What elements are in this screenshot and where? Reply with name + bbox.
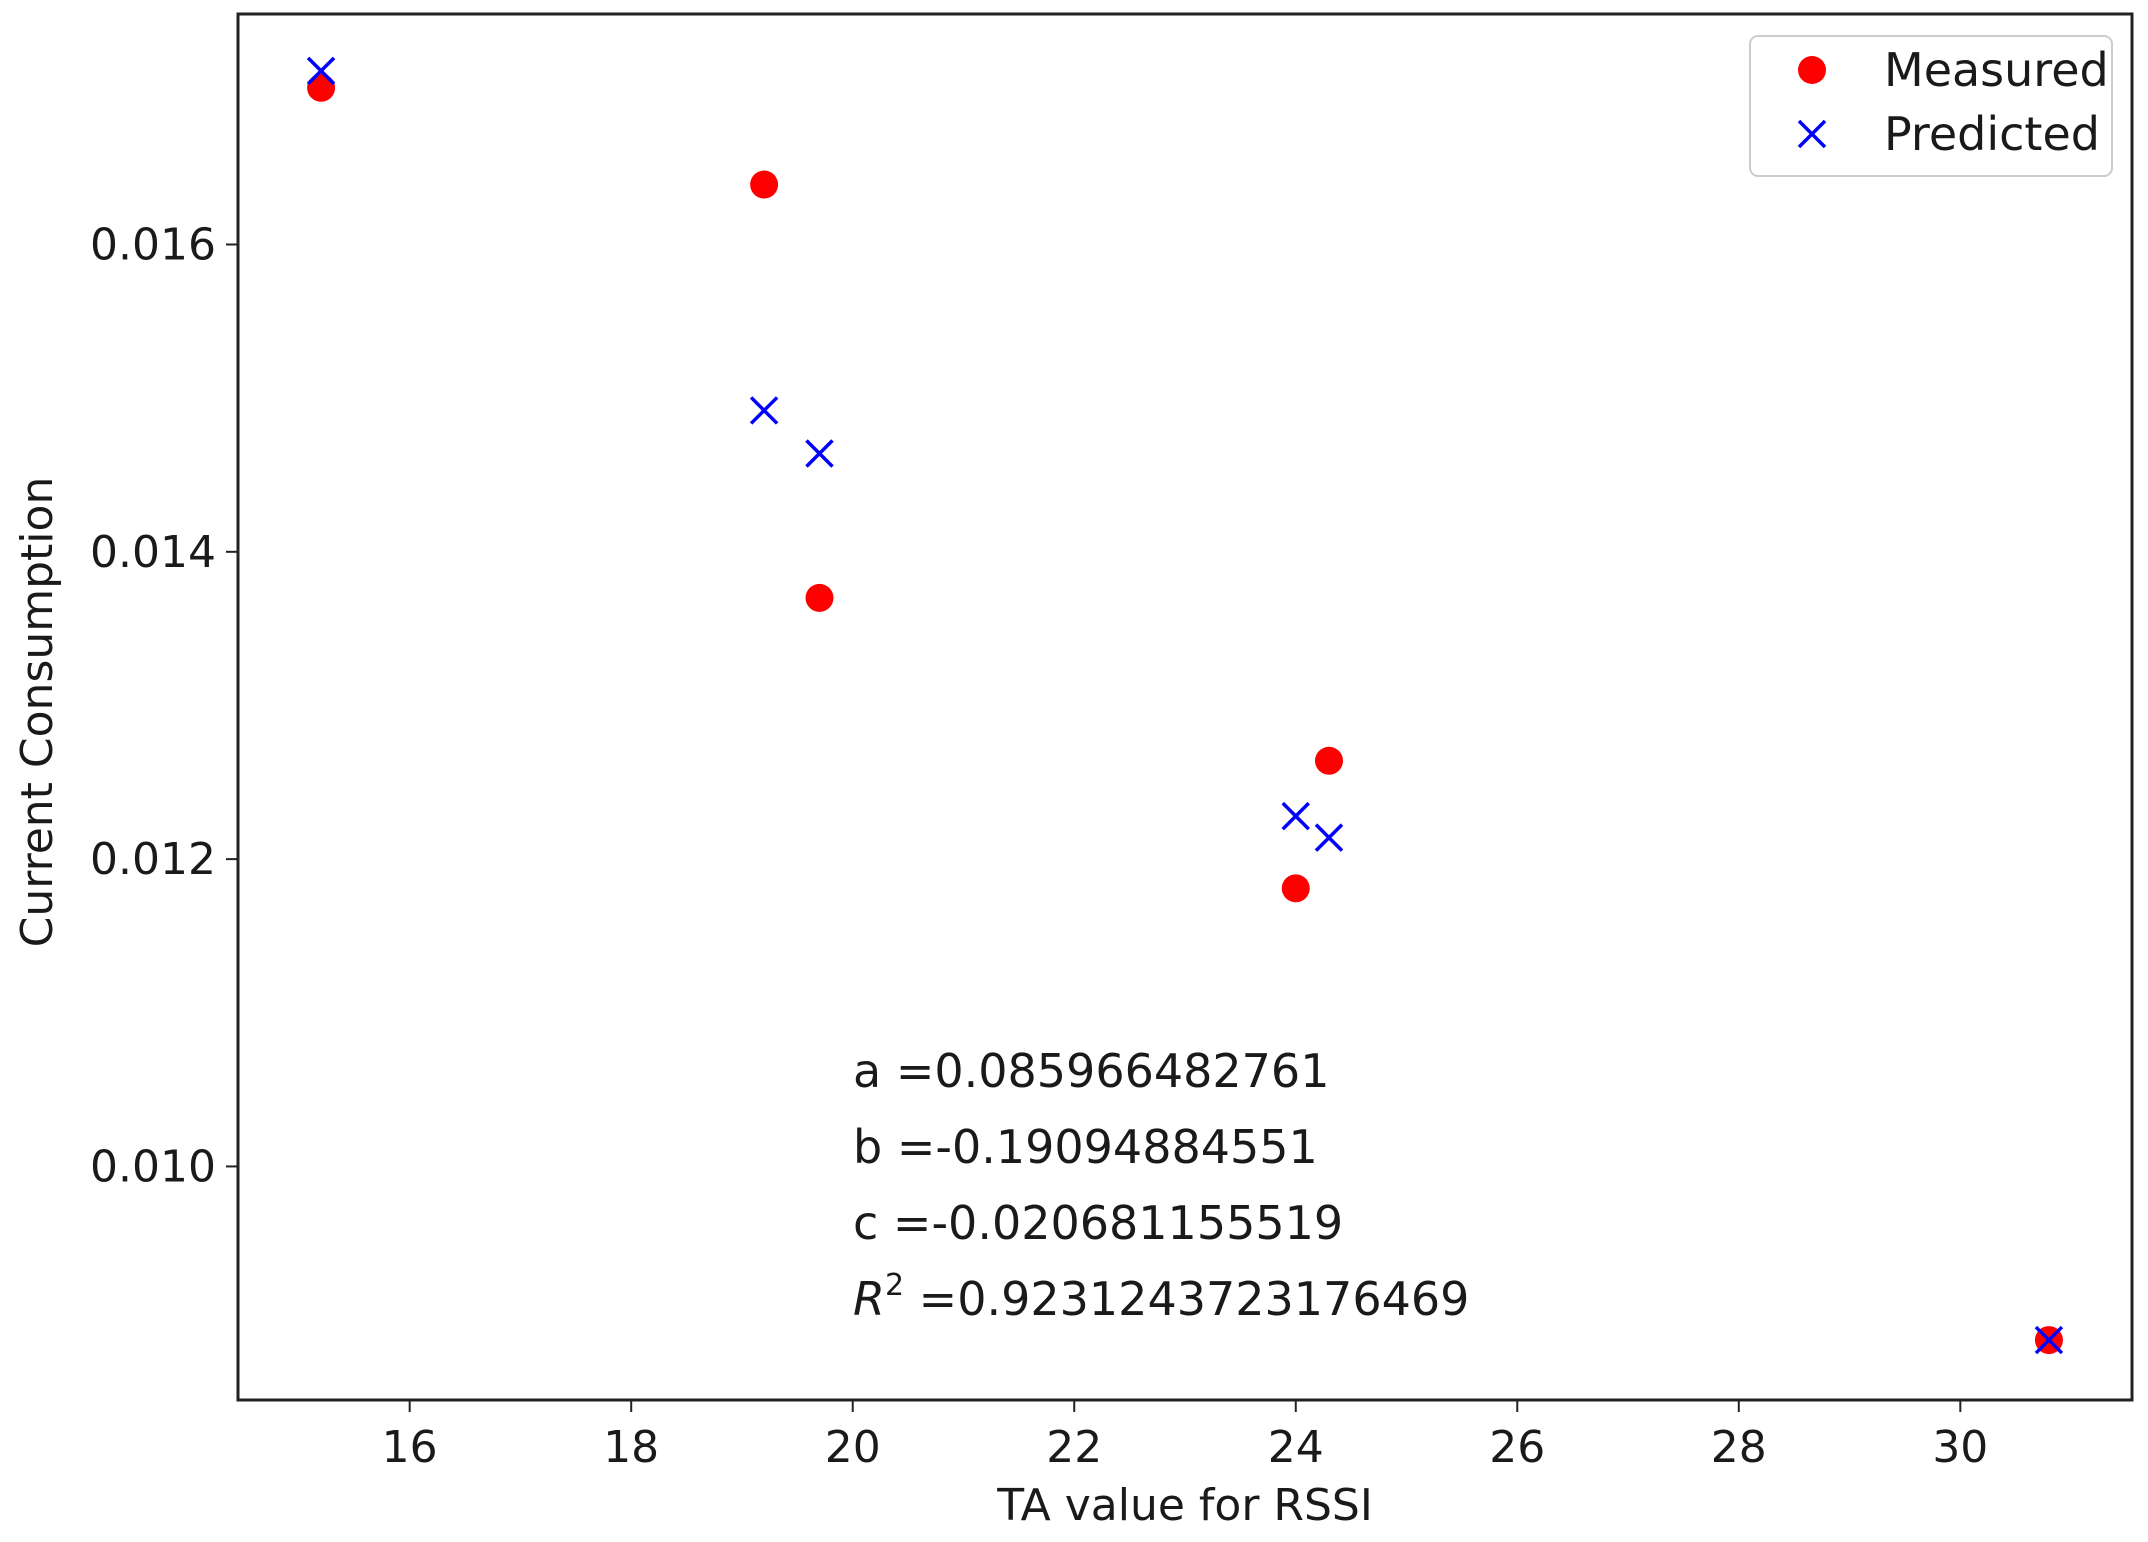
predicted-point xyxy=(749,396,779,425)
x-tick-label: 30 xyxy=(1932,1422,1988,1473)
measured-point xyxy=(805,583,834,612)
y-tick-label: 0.010 xyxy=(90,1141,216,1192)
plot-area-frame xyxy=(236,12,2134,1402)
x-tick-label: 22 xyxy=(1046,1422,1102,1473)
x-tick-label: 20 xyxy=(825,1422,881,1473)
legend-marker-predicted xyxy=(1797,119,1827,149)
y-tick-label: 0.014 xyxy=(90,527,216,578)
annotation-line: c =-0.020681155519 xyxy=(853,1196,1343,1250)
x-axis: 16 18 20 22 24 26 28 30 xyxy=(382,1400,1988,1473)
measured-point xyxy=(1314,746,1343,775)
fit-parameters-annotation: a =0.085966482761 b =-0.19094884551 c =-0.… xyxy=(853,1044,1469,1326)
predicted-point xyxy=(2034,1325,2064,1355)
predicted-point xyxy=(1314,823,1344,852)
y-tick-label: 0.012 xyxy=(90,834,216,885)
y-axis: 0.010 0.012 0.014 0.016 xyxy=(90,219,238,1192)
x-tick-label: 18 xyxy=(603,1422,659,1473)
legend-label-predicted: Predicted xyxy=(1884,107,2100,161)
x-tick-label: 24 xyxy=(1268,1422,1324,1473)
x-tick-label: 28 xyxy=(1711,1422,1767,1473)
annotation-line: a =0.085966482761 xyxy=(853,1044,1329,1098)
predicted-point xyxy=(805,439,834,468)
legend-label-measured: Measured xyxy=(1884,43,2109,97)
legend: Measured Predicted xyxy=(1749,35,2113,177)
measured-point xyxy=(1281,874,1310,903)
annotation-line: b =-0.19094884551 xyxy=(853,1120,1318,1174)
measured-point xyxy=(750,170,779,199)
legend-marker-measured xyxy=(1798,56,1826,84)
x-axis-label: TA value for RSSI xyxy=(996,1480,1373,1531)
y-axis-label: Current Consumption xyxy=(12,477,63,948)
series-predicted xyxy=(306,56,2064,1355)
predicted-point xyxy=(1281,801,1310,831)
y-tick-label: 0.016 xyxy=(90,219,216,270)
measured-point xyxy=(307,73,336,102)
x-tick-label: 16 xyxy=(382,1422,438,1473)
annotation-line: R2 =0.9231243723176469 xyxy=(853,1268,1469,1326)
x-tick-label: 26 xyxy=(1489,1422,1545,1473)
predicted-point xyxy=(306,56,336,86)
data-series xyxy=(306,56,2064,1355)
legend-box xyxy=(1749,35,2113,177)
